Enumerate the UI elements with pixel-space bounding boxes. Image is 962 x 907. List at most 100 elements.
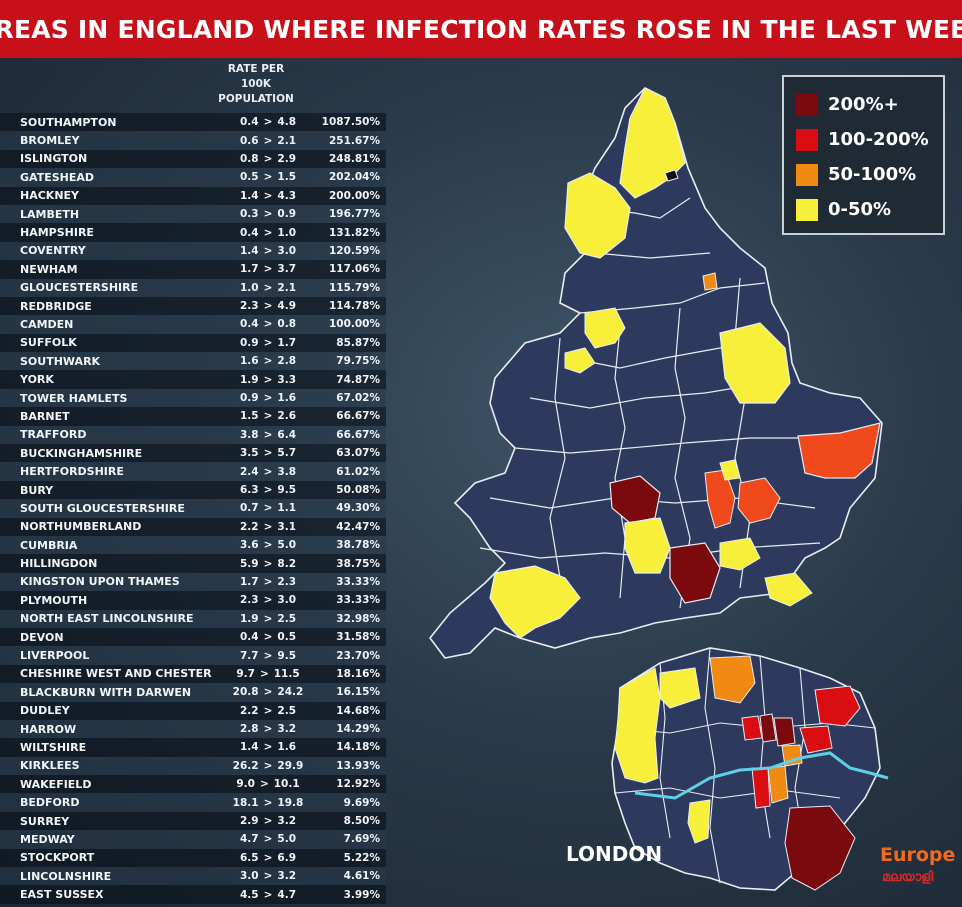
rate-to: 10.1 [273,778,300,791]
percent-change: 31.58% [336,631,380,644]
rate-from: 0.9 [239,336,259,349]
rate-from: 3.6 [239,539,259,552]
rate-to: 1.0 [277,226,297,239]
table-row: BROMLEY 0.6 >2.1 251.67% [0,131,386,150]
rate-from: 2.2 [239,704,259,717]
rate-to: 3.0 [277,244,297,257]
legend-label: 50-100% [828,164,917,185]
rate-change: 0.6 >2.1 [218,135,318,147]
rate-change: 1.4 >1.6 [218,741,318,753]
table-row: SURREY 2.9 >3.2 8.50% [0,811,386,831]
southwark-region [767,765,789,804]
wiltshire-region [624,517,671,574]
rate-arrow: > [263,465,273,478]
hillingdon-region [614,667,661,784]
percent-change: 1087.50% [321,116,380,129]
percent-change: 79.75% [336,355,380,368]
tower-hamlets-region [781,744,803,767]
rate-from: 9.7 [236,667,255,680]
rate-arrow: > [259,667,269,680]
rate-change: 4.5 >4.7 [218,889,318,901]
area-name: PLYMOUTH [20,593,88,607]
rate-from: 3.0 [239,870,259,883]
table-row: TOWER HAMLETS 0.9 >1.6 67.02% [0,388,386,408]
table-row: CUMBRIA 3.6 >5.0 38.78% [0,535,386,555]
table-row: STOCKPORT 6.5 >6.9 5.22% [0,848,386,868]
percent-change: 202.04% [328,171,380,184]
rate-to: 9.5 [277,649,297,662]
area-name: STOCKPORT [20,851,95,865]
thames-river [634,751,889,800]
percent-change: 67.02% [336,392,380,405]
rate-arrow: > [263,355,273,368]
rate-change: 2.3 >3.0 [218,594,318,606]
rate-from: 0.8 [239,152,259,165]
rate-to: 4.3 [277,189,297,202]
area-name: REDBRIDGE [20,299,92,313]
infection-rate-table: SOUTHAMPTON 0.4 >4.8 1087.50% BROMLEY 0.6 >2.1… [0,113,386,904]
rate-change: 0.9 >1.6 [218,392,318,404]
percent-change: 33.33% [336,594,380,607]
percent-change: 3.99% [343,888,380,901]
area-name: BURY [20,483,54,497]
rate-from: 26.2 [232,759,259,772]
rate-to: 2.3 [277,575,297,588]
camden-region [741,715,763,741]
rate-arrow: > [263,594,273,607]
rate-from: 0.4 [239,318,259,331]
rate-to: 24.2 [277,686,304,699]
percent-change: 85.87% [336,336,380,349]
area-name: NORTH EAST LINCOLNSHIRE [20,612,194,626]
table-row: NORTHUMBERLAND 2.2 >3.1 42.47% [0,517,386,536]
rate-change: 2.4 >3.8 [218,466,318,478]
rate-to: 3.3 [277,373,297,386]
percent-change: 117.06% [328,263,380,276]
legend-label: 200%+ [828,94,899,115]
rate-change: 0.4 >0.8 [218,318,318,330]
hackney-region [773,717,796,747]
area-name: HAMPSHIRE [20,226,94,240]
rate-header-line-1: RATE PER [227,63,285,75]
rate-change: 18.1 >19.8 [218,797,318,809]
percent-change: 4.61% [343,870,380,883]
gloucestershire-region [609,475,661,524]
percent-change: 14.68% [336,704,380,717]
rate-to: 1.7 [277,336,297,349]
table-row: BUCKINGHAMSHIRE 3.5 >5.7 63.07% [0,444,386,463]
area-name: BUCKINGHAMSHIRE [20,446,143,460]
rate-arrow: > [263,759,273,772]
harrow-region [659,667,701,709]
rate-from: 7.7 [239,649,259,662]
bedford-region [719,459,741,481]
table-row: COVENTRY 1.4 >3.0 120.59% [0,241,386,261]
rate-to: 19.8 [277,796,304,809]
rate-change: 1.9 >3.3 [218,374,318,386]
rate-from: 20.8 [232,686,259,699]
rate-arrow: > [263,815,273,828]
percent-change: 16.15% [336,686,380,699]
percent-change: 42.47% [336,520,380,533]
rate-from: 6.3 [239,484,259,496]
area-name: MEDWAY [20,832,75,846]
rate-header-line-3: POPULATION [218,93,294,105]
table-row: LIVERPOOL 7.7 >9.5 23.70% [0,646,386,665]
legend-label: 100-200% [828,129,929,150]
bromley-region [784,805,856,891]
rate-arrow: > [263,851,273,864]
rate-change: 9.0 >10.1 [218,778,318,790]
percent-change: 248.81% [328,152,380,165]
rate-arrow: > [263,649,273,662]
rate-change: 20.8 >24.2 [218,686,318,698]
area-name: LINCOLNSHIRE [20,869,112,883]
rate-arrow: > [263,870,273,883]
legend-swatch [796,128,818,151]
area-name: BLACKBURN WITH DARWEN [20,685,192,699]
rate-arrow: > [263,410,273,423]
rate-arrow: > [263,373,273,386]
logo-text: Europe [880,844,956,866]
percent-change: 32.98% [336,612,380,625]
area-name: BEDFORD [20,796,80,810]
rate-to: 4.9 [277,300,297,313]
rate-change: 2.3 >4.9 [218,300,318,312]
percent-change: 251.67% [328,134,380,147]
